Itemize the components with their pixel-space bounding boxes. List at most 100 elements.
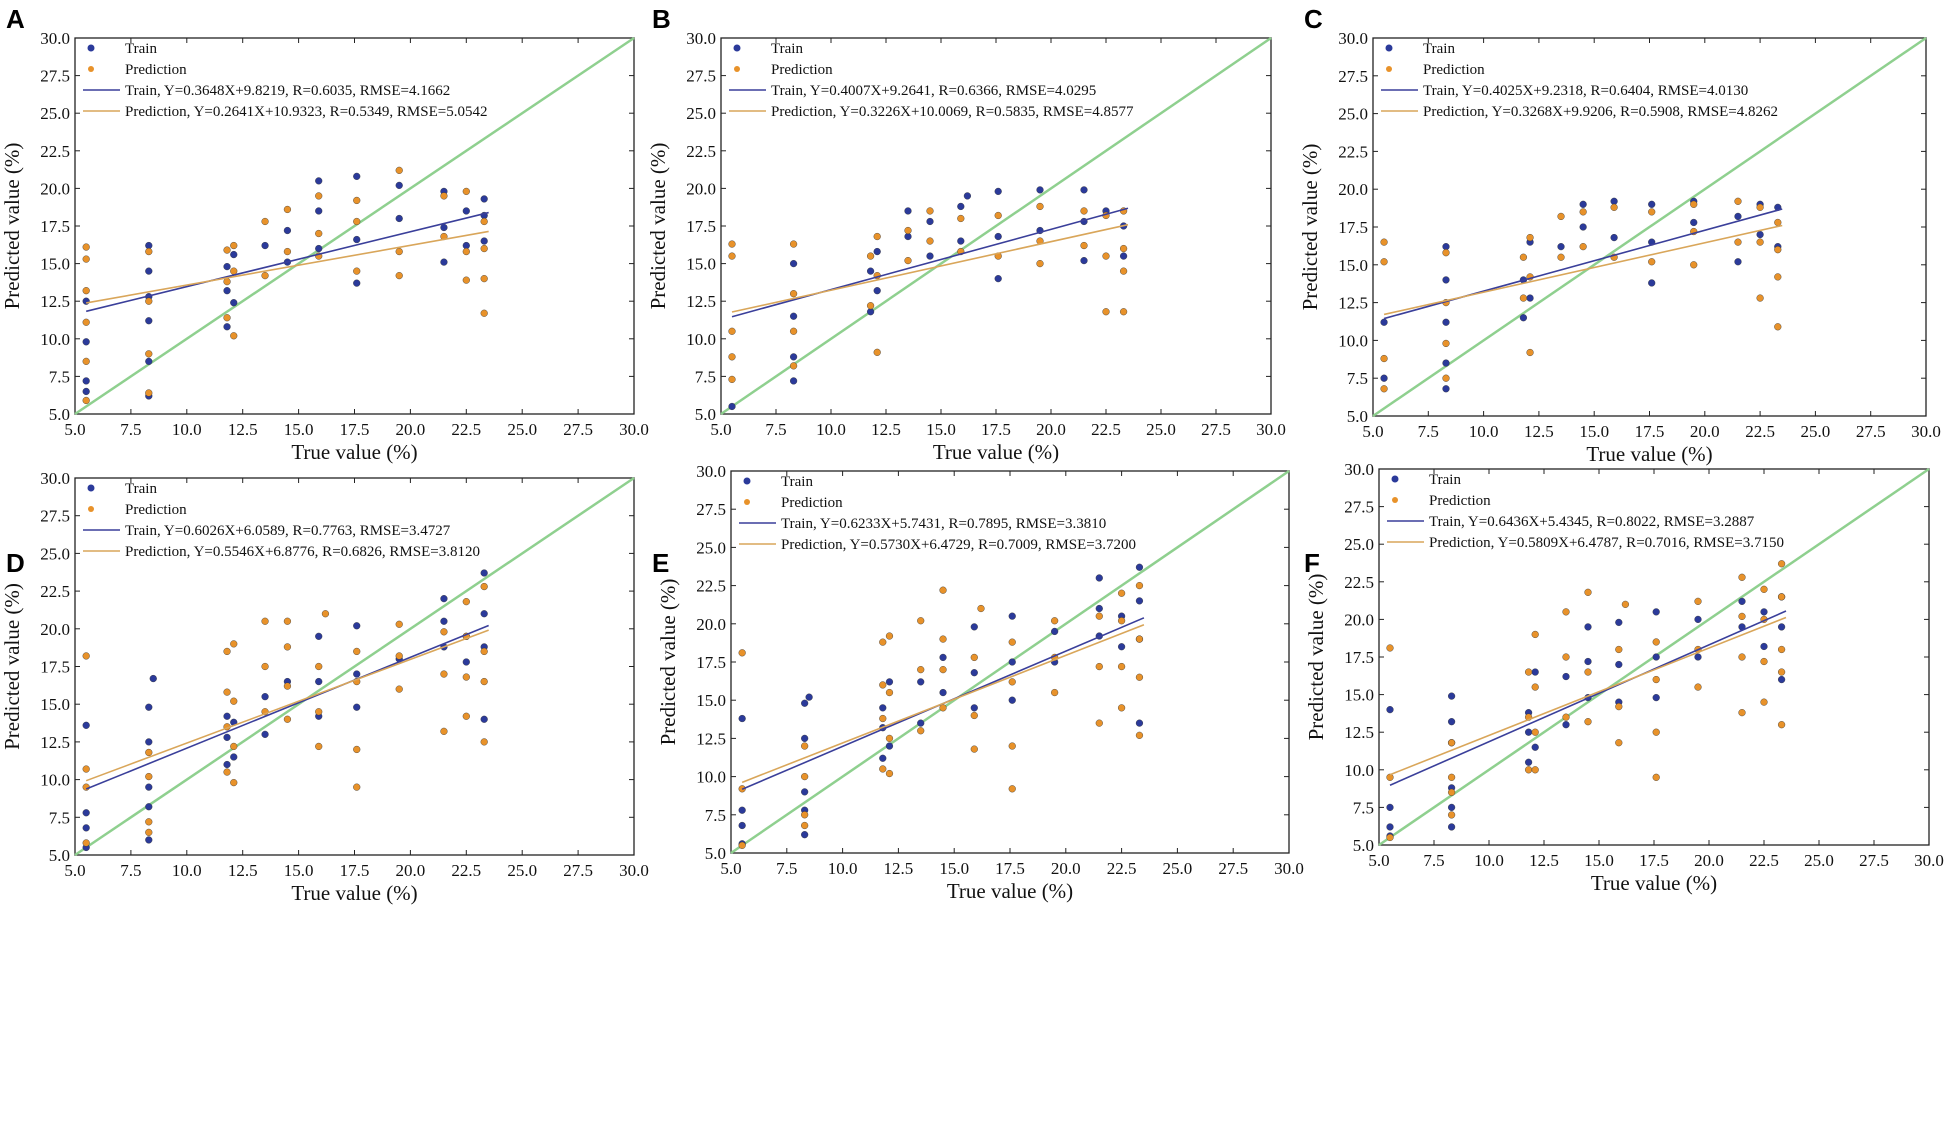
prediction-point bbox=[440, 670, 448, 678]
prediction-point bbox=[283, 682, 292, 690]
y-tick-label: 25.0 bbox=[696, 538, 726, 557]
prediction-point bbox=[82, 396, 90, 405]
prediction-point bbox=[789, 327, 798, 335]
train-point bbox=[917, 719, 925, 727]
prediction-point bbox=[738, 841, 746, 849]
x-tick-label: 30.0 bbox=[1914, 851, 1944, 870]
prediction-point bbox=[970, 711, 978, 720]
panel-letter: B bbox=[652, 4, 671, 34]
prediction-point bbox=[1734, 197, 1742, 205]
prediction-point bbox=[917, 666, 925, 674]
prediction-point bbox=[145, 748, 153, 757]
train-point bbox=[917, 678, 925, 686]
prediction-point bbox=[1738, 573, 1746, 581]
prediction-point bbox=[728, 327, 736, 335]
y-tick-label: 5.0 bbox=[1353, 836, 1374, 855]
train-point bbox=[1652, 608, 1660, 616]
prediction-point bbox=[728, 375, 736, 384]
prediction-point bbox=[1135, 731, 1144, 739]
prediction-point bbox=[82, 357, 90, 365]
legend-train-fit-label: Train, Y=0.6026X+6.0589, R=0.7763, RMSE=… bbox=[125, 523, 451, 539]
prediction-point bbox=[462, 673, 470, 681]
train-point bbox=[223, 263, 231, 271]
prediction-point bbox=[1562, 608, 1570, 616]
prediction-point bbox=[1102, 252, 1110, 260]
prediction-point bbox=[223, 768, 231, 776]
prediction-point bbox=[970, 653, 978, 662]
y-tick-label: 5.0 bbox=[49, 846, 70, 865]
train-point bbox=[480, 237, 488, 245]
prediction-point bbox=[145, 772, 153, 781]
prediction-point bbox=[230, 779, 238, 787]
x-tick-label: 22.5 bbox=[1745, 422, 1775, 441]
prediction-point bbox=[1526, 348, 1534, 357]
x-tick-label: 15.0 bbox=[284, 861, 314, 880]
prediction-point bbox=[1562, 653, 1570, 661]
train-point bbox=[353, 703, 361, 711]
y-tick-label: 25.0 bbox=[40, 104, 70, 123]
prediction-point bbox=[1610, 203, 1618, 211]
train-point bbox=[1524, 758, 1533, 766]
train-point bbox=[801, 788, 809, 796]
prediction-point bbox=[223, 688, 231, 696]
legend-prediction-fit-label: Prediction, Y=0.5809X+6.4787, R=0.7016, … bbox=[1429, 535, 1784, 551]
prediction-point bbox=[480, 275, 488, 283]
y-tick-label: 22.5 bbox=[1344, 573, 1374, 592]
train-point bbox=[1652, 653, 1660, 661]
x-tick-label: 10.0 bbox=[1474, 851, 1504, 870]
train-point bbox=[145, 357, 153, 365]
train-point bbox=[82, 338, 90, 346]
train-point bbox=[480, 610, 488, 618]
y-axis-title: Predicted value (%) bbox=[0, 583, 24, 750]
x-tick-label: 5.0 bbox=[1368, 851, 1389, 870]
prediction-point bbox=[873, 232, 881, 241]
train-point bbox=[145, 241, 153, 250]
prediction-point bbox=[1756, 294, 1764, 302]
x-tick-label: 27.5 bbox=[1856, 422, 1886, 441]
train-point bbox=[440, 617, 448, 625]
prediction-point bbox=[1380, 385, 1388, 393]
train-point bbox=[1526, 294, 1534, 302]
train-point bbox=[904, 232, 912, 241]
prediction-point bbox=[904, 226, 912, 235]
legend-train-fit-label: Train, Y=0.3648X+9.8219, R=0.6035, RMSE=… bbox=[125, 83, 450, 99]
train-point bbox=[1694, 615, 1702, 624]
prediction-point bbox=[395, 247, 403, 256]
train-point bbox=[1579, 200, 1587, 208]
prediction-point bbox=[977, 604, 985, 613]
train-point bbox=[738, 714, 746, 723]
y-tick-label: 10.0 bbox=[40, 330, 70, 349]
train-point bbox=[145, 836, 153, 844]
y-axis-title: Predicted value (%) bbox=[1298, 144, 1322, 311]
y-tick-label: 20.0 bbox=[40, 179, 70, 198]
prediction-fit-line bbox=[1389, 616, 1787, 776]
prediction-point bbox=[1036, 202, 1044, 211]
train-point bbox=[994, 275, 1002, 283]
legend-prediction-label: Prediction bbox=[125, 502, 187, 518]
train-point bbox=[353, 670, 361, 678]
train-point bbox=[82, 297, 90, 305]
x-tick-label: 20.0 bbox=[1051, 859, 1081, 878]
panel-letter: E bbox=[652, 548, 669, 578]
prediction-point bbox=[939, 704, 947, 712]
prediction-point bbox=[885, 769, 894, 778]
train-point bbox=[801, 699, 809, 707]
prediction-point bbox=[1524, 668, 1533, 676]
train-point bbox=[223, 323, 231, 331]
train-point bbox=[1777, 623, 1786, 631]
prediction-point bbox=[1095, 612, 1103, 620]
prediction-point bbox=[885, 734, 894, 743]
legend-train-label: Train bbox=[125, 41, 157, 57]
prediction-point bbox=[82, 287, 90, 295]
prediction-point bbox=[1117, 662, 1126, 671]
y-axis-title: Predicted value (%) bbox=[0, 143, 24, 310]
prediction-point bbox=[1738, 709, 1746, 717]
x-tick-label: 20.0 bbox=[1694, 851, 1724, 870]
prediction-point bbox=[440, 628, 448, 636]
y-tick-label: 15.0 bbox=[40, 255, 70, 274]
x-tick-label: 7.5 bbox=[1423, 851, 1444, 870]
prediction-point bbox=[261, 272, 269, 280]
train-point bbox=[1738, 597, 1746, 605]
train-point bbox=[1584, 657, 1592, 666]
prediction-point bbox=[1442, 339, 1450, 348]
